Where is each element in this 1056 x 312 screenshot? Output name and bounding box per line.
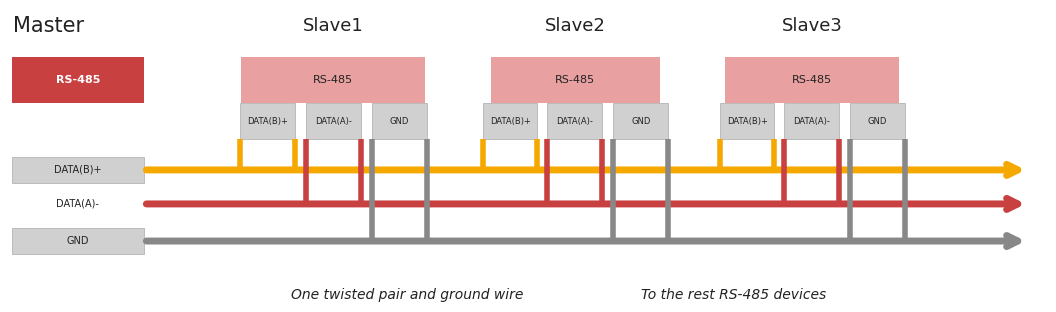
Text: DATA(A)-: DATA(A)- bbox=[793, 117, 830, 126]
Text: GND: GND bbox=[67, 236, 89, 246]
Text: RS-485: RS-485 bbox=[313, 75, 353, 85]
Text: DATA(A)-: DATA(A)- bbox=[555, 117, 592, 126]
Text: RS-485: RS-485 bbox=[56, 75, 100, 85]
Text: DATA(B)+: DATA(B)+ bbox=[247, 117, 288, 126]
Text: Slave1: Slave1 bbox=[303, 17, 363, 35]
Bar bbox=[614, 104, 668, 139]
Bar bbox=[306, 104, 360, 139]
Bar bbox=[241, 104, 296, 139]
Text: Slave3: Slave3 bbox=[781, 17, 843, 35]
Text: RS-485: RS-485 bbox=[792, 75, 832, 85]
Text: DATA(A)-: DATA(A)- bbox=[56, 199, 99, 209]
Text: DATA(B)+: DATA(B)+ bbox=[54, 165, 101, 175]
Text: One twisted pair and ground wire: One twisted pair and ground wire bbox=[290, 288, 523, 302]
Bar bbox=[12, 228, 144, 254]
Bar bbox=[784, 104, 838, 139]
Text: GND: GND bbox=[631, 117, 650, 126]
Text: DATA(A)-: DATA(A)- bbox=[315, 117, 352, 126]
Bar bbox=[483, 104, 538, 139]
Bar bbox=[491, 57, 660, 104]
Text: GND: GND bbox=[390, 117, 409, 126]
Bar bbox=[372, 104, 427, 139]
Bar bbox=[850, 104, 905, 139]
Bar bbox=[547, 104, 602, 139]
Text: Slave2: Slave2 bbox=[545, 17, 606, 35]
Bar bbox=[720, 104, 774, 139]
Text: DATA(B)+: DATA(B)+ bbox=[490, 117, 530, 126]
Bar bbox=[12, 57, 144, 104]
Text: DATA(B)+: DATA(B)+ bbox=[727, 117, 768, 126]
Bar bbox=[12, 157, 144, 183]
Text: GND: GND bbox=[868, 117, 887, 126]
Text: To the rest RS-485 devices: To the rest RS-485 devices bbox=[641, 288, 826, 302]
Bar bbox=[725, 57, 900, 104]
Bar bbox=[241, 57, 426, 104]
Text: RS-485: RS-485 bbox=[555, 75, 596, 85]
Text: Master: Master bbox=[14, 16, 84, 36]
